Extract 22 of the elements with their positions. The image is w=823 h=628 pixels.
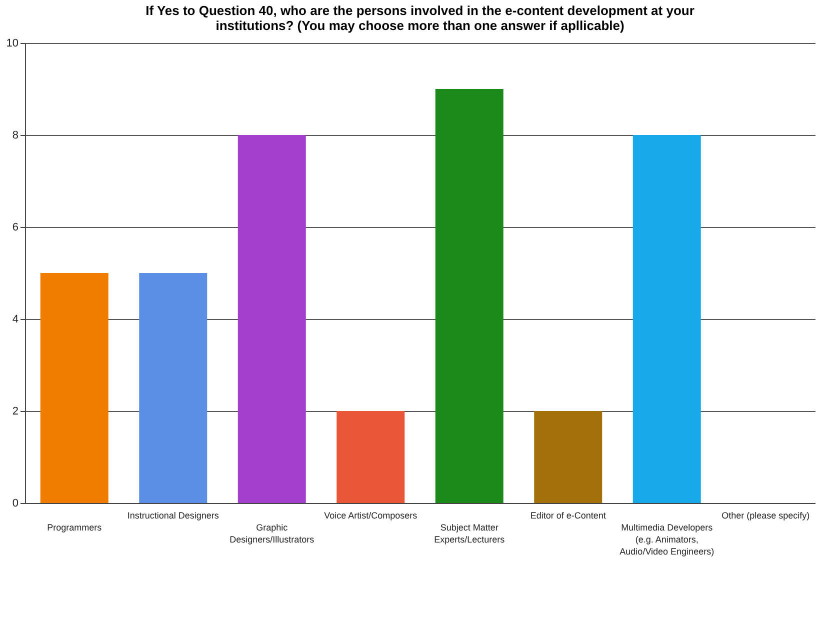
y-tick-label: 0 [12, 498, 18, 510]
bar [238, 135, 306, 503]
bar [139, 273, 208, 503]
x-tick-label: Graphic Designers/Illustrators [230, 522, 315, 544]
bar [534, 411, 602, 503]
bar [632, 135, 701, 503]
x-tick-label: Programmers [47, 522, 102, 532]
y-tick-label: 8 [12, 130, 18, 142]
x-tick-label: Voice Artist/Composers [324, 510, 418, 520]
x-tick-label: Other (please specify) [722, 510, 810, 520]
y-tick-label: 6 [12, 222, 18, 234]
x-tick-label: Multimedia Developers (e.g. Animators, Audio/Video Engineers) [620, 522, 714, 556]
bar [40, 273, 108, 503]
bar [435, 89, 504, 503]
bar [336, 411, 405, 503]
x-tick-label: Editor of e-Content [530, 510, 606, 520]
y-tick-label: 2 [12, 406, 18, 418]
y-tick-label: 4 [12, 314, 18, 326]
y-tick-label: 10 [6, 38, 18, 50]
chart-title: If Yes to Question 40, who are the persons involved in the e-content development at your institutions? (You may choose more than one answer if apllicable) [146, 3, 694, 33]
x-tick-label: Instructional Designers [127, 510, 220, 520]
x-tick-label: Subject Matter Experts/Lecturers [434, 522, 506, 544]
